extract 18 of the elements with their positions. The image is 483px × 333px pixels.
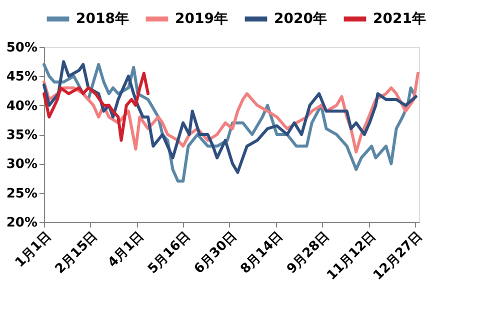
y-tick-label: 30%	[6, 157, 38, 172]
y-tick-label: 45%	[6, 70, 38, 85]
y-tick-label: 40%	[6, 98, 38, 114]
x-tick-label: 1月1日	[12, 228, 54, 271]
y-tick-label: 25%	[6, 186, 38, 202]
line-series	[42, 72, 150, 142]
x-tick-label: 8月14日	[238, 228, 286, 277]
y-tick-label: 50%	[6, 40, 38, 56]
legend-label: 2018年	[76, 11, 129, 27]
x-tick-label: 4月1日	[105, 228, 148, 271]
legend-label: 2020年	[274, 11, 327, 27]
y-tick-label: 20%	[6, 216, 38, 230]
legend-label: 2021年	[373, 11, 426, 27]
x-tick-label: 5月16日	[145, 228, 194, 277]
x-tick-label: 6月30日	[192, 228, 240, 277]
y-tick-label: 35%	[6, 128, 38, 143]
legend-label: 2019年	[175, 11, 228, 27]
x-tick-label: 2月15日	[52, 228, 101, 277]
